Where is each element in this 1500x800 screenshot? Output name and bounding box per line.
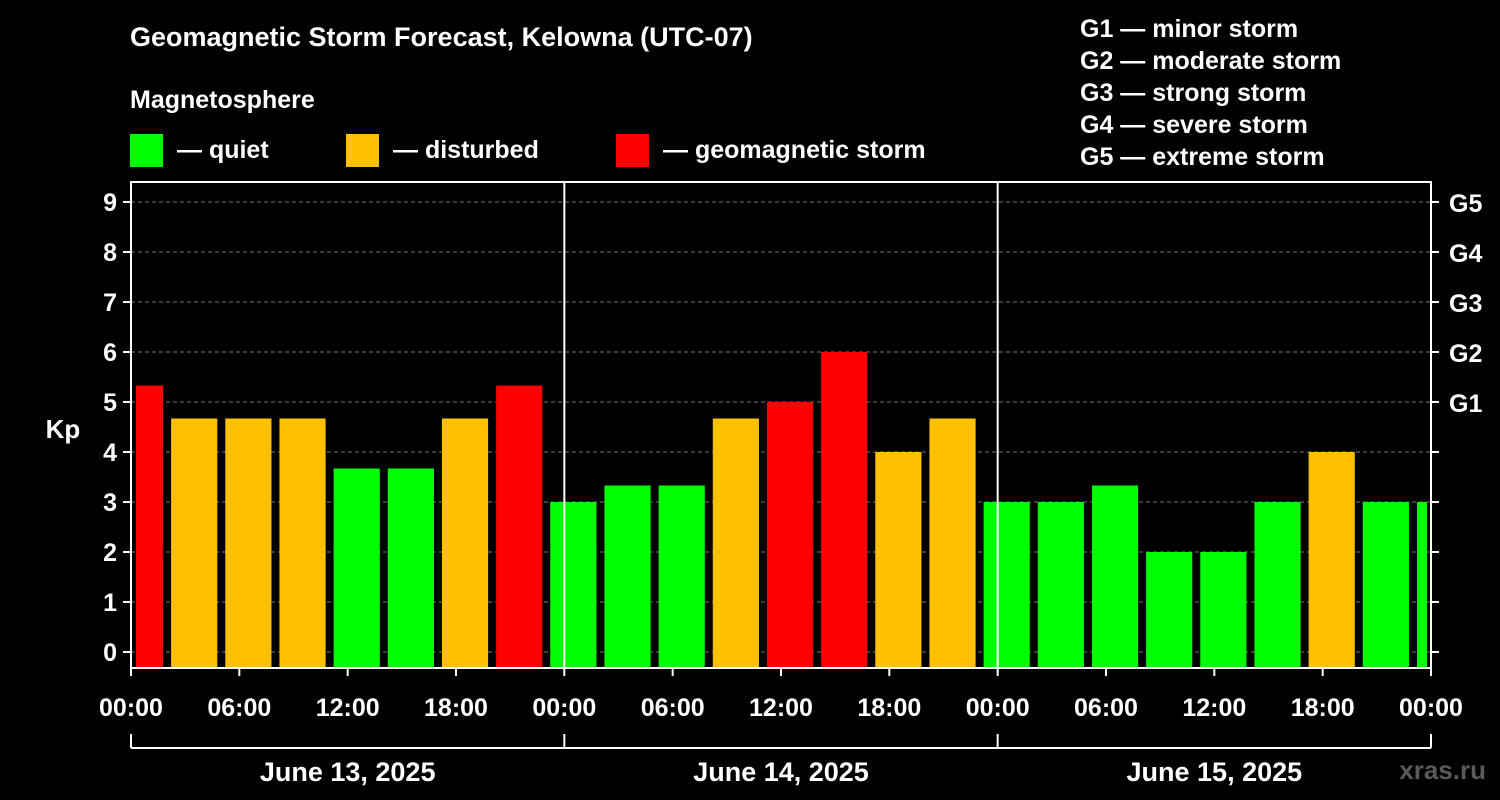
y-tick-label: 1 (103, 589, 117, 617)
kp-bar (1146, 552, 1193, 668)
g-scale-legend: G1 — minor storm G2 — moderate storm G3 … (1080, 13, 1341, 173)
y-tick-label: 9 (103, 189, 117, 217)
g-legend-g5: G5 — extreme storm (1080, 143, 1325, 171)
watermark: xras.ru (1399, 755, 1486, 785)
y-tick-label: 8 (103, 239, 117, 267)
y-tick-label: 5 (103, 389, 117, 417)
x-tick-label: 12:00 (1182, 694, 1246, 722)
kp-bar (1416, 502, 1427, 668)
kp-bar (1037, 502, 1084, 668)
g-legend-g3: G3 — strong storm (1080, 79, 1307, 107)
kp-bar (496, 385, 543, 668)
kp-bar (712, 418, 759, 668)
legend-subtitle: Magnetosphere (130, 86, 315, 114)
x-tick-label: 06:00 (1074, 694, 1138, 722)
y-axis-label: Kp (46, 414, 81, 444)
kp-bar (1362, 502, 1409, 668)
g-scale-label: G1 (1449, 390, 1482, 418)
x-tick-label: 00:00 (99, 694, 163, 722)
kp-bar (1254, 502, 1301, 668)
x-tick-label: 18:00 (424, 694, 488, 722)
x-tick-label: 00:00 (532, 694, 596, 722)
kp-bar (604, 485, 651, 668)
day-label: June 14, 2025 (693, 757, 869, 787)
kp-bar (766, 402, 814, 668)
legend-item-disturbed: — disturbed (346, 133, 539, 167)
legend-label-disturbed: — disturbed (393, 135, 539, 164)
legend-swatch-disturbed (346, 133, 379, 167)
x-tick-label: 18:00 (857, 694, 921, 722)
kp-bar (136, 385, 164, 668)
y-tick-label: 4 (103, 439, 117, 467)
kp-bar (983, 502, 1030, 668)
legend-label-quiet: — quiet (177, 135, 269, 164)
legend-label-storm: — geomagnetic storm (663, 135, 926, 164)
kp-bar (387, 468, 434, 668)
kp-bar (1308, 452, 1355, 668)
day-label: June 15, 2025 (1127, 757, 1303, 787)
y-tick-label: 0 (103, 639, 117, 667)
x-tick-label: 06:00 (641, 694, 705, 722)
y-tick-label: 3 (103, 489, 117, 517)
x-tick-label: 06:00 (207, 694, 271, 722)
legend-swatch-storm (616, 133, 649, 167)
kp-bar (1091, 485, 1139, 668)
x-tick-label: 00:00 (1399, 694, 1463, 722)
g-scale-label: G3 (1449, 290, 1482, 318)
kp-bar (929, 418, 976, 668)
g-legend-g1: G1 — minor storm (1080, 15, 1299, 43)
kp-bar (225, 418, 272, 668)
g-scale-label: G5 (1449, 190, 1482, 218)
day-label: June 13, 2025 (260, 757, 436, 787)
g-scale-label: G2 (1449, 340, 1482, 368)
x-tick-label: 18:00 (1291, 694, 1355, 722)
kp-bar (550, 502, 597, 668)
g-legend-g2: G2 — moderate storm (1080, 47, 1342, 75)
kp-bar (333, 468, 380, 668)
kp-bar (171, 418, 218, 668)
kp-bar (658, 485, 705, 668)
g-scale-label: G4 (1449, 240, 1482, 268)
kp-bar (821, 352, 868, 668)
y-tick-label: 7 (103, 289, 117, 317)
x-tick-label: 12:00 (749, 694, 813, 722)
kp-bar (875, 452, 922, 668)
kp-bar (1200, 552, 1247, 668)
kp-bar (441, 418, 489, 668)
kp-bar (279, 418, 326, 668)
g-legend-g4: G4 — severe storm (1080, 111, 1308, 139)
legend-item-quiet: — quiet (130, 133, 269, 167)
x-tick-label: 00:00 (966, 694, 1030, 722)
legend-item-storm: — geomagnetic storm (616, 133, 926, 167)
chart-title: Geomagnetic Storm Forecast, Kelowna (UTC… (130, 22, 753, 52)
x-tick-label: 12:00 (316, 694, 380, 722)
y-tick-label: 6 (103, 339, 117, 367)
y-tick-label: 2 (103, 539, 117, 567)
legend-swatch-quiet (130, 133, 163, 167)
